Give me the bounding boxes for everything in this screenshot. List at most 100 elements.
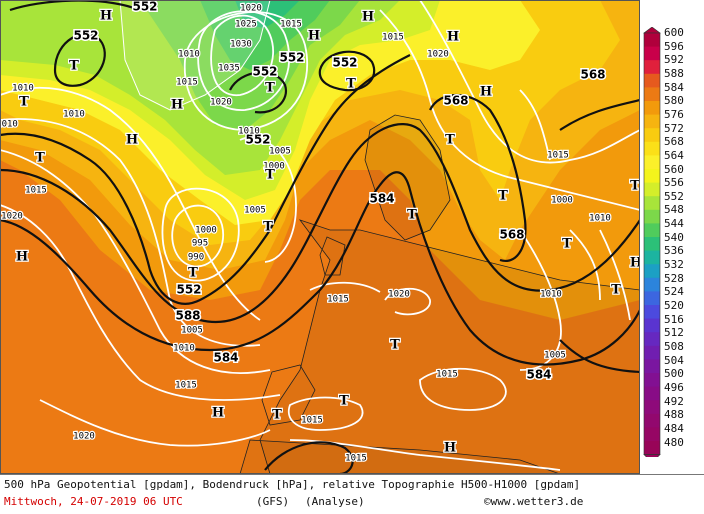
pressure-label: 1015	[327, 295, 349, 305]
isobars	[0, 0, 640, 471]
legend-label: 540	[664, 230, 684, 244]
low-pressure-center: T	[346, 77, 356, 92]
pressure-label: 1010	[173, 344, 195, 354]
geopotential-label: 568	[580, 68, 605, 82]
geopotential-label: 552	[245, 133, 270, 147]
legend-label: 484	[664, 421, 684, 435]
pressure-label: 1015	[382, 33, 404, 43]
low-pressure-center: T	[611, 283, 621, 298]
legend-swatch	[644, 60, 660, 75]
legend-outline	[643, 32, 661, 455]
chart-title: 500 hPa Geopotential [gpdam], Bodendruck…	[4, 478, 581, 491]
low-pressure-center: T	[69, 59, 79, 74]
legend-bar	[643, 27, 661, 457]
legend-swatch	[644, 141, 660, 156]
model-name: (GFS)	[256, 495, 290, 508]
legend-swatch	[644, 291, 660, 306]
pressure-label: 1010	[540, 290, 562, 300]
legend-label: 564	[664, 148, 684, 162]
pressure-label: 1020	[73, 432, 95, 442]
legend-label: 524	[664, 285, 684, 299]
pressure-label: 1015	[280, 20, 302, 30]
legend-label: 580	[664, 94, 684, 108]
legend-label: 528	[664, 271, 684, 285]
low-pressure-center: T	[272, 408, 282, 423]
low-pressure-center: T	[445, 133, 455, 148]
legend-label: 504	[664, 353, 684, 367]
pressure-label: 1005	[181, 326, 203, 336]
legend-swatch	[644, 277, 660, 292]
geopotential-label: 552	[279, 51, 304, 65]
high-pressure-center: H	[16, 250, 28, 265]
low-pressure-center: T	[265, 168, 275, 183]
legend-swatch	[644, 373, 660, 388]
legend-label: 584	[664, 80, 684, 94]
legend-swatch	[644, 73, 660, 88]
legend-label: 556	[664, 176, 684, 190]
legend-label: 572	[664, 121, 684, 135]
legend-swatch	[644, 128, 660, 143]
low-pressure-center: T	[265, 81, 275, 96]
pressure-label: 1020	[388, 290, 410, 300]
legend-label: 576	[664, 107, 684, 121]
legend-label: 480	[664, 435, 684, 449]
high-pressure-center: H	[171, 98, 183, 113]
low-pressure-center: T	[188, 266, 198, 281]
run-mode: (Analyse)	[305, 495, 365, 508]
pressure-label: 995	[192, 239, 208, 249]
pressure-label: 1010	[0, 120, 18, 130]
legend-swatch	[644, 196, 660, 211]
pressure-label: 1010	[178, 50, 200, 60]
legend-swatch	[644, 87, 660, 102]
pressure-label: 1025	[235, 20, 257, 30]
pressure-label: 1005	[244, 206, 266, 216]
pressure-label: 1015	[25, 186, 47, 196]
legend-swatch	[644, 264, 660, 279]
map-frame	[0, 0, 640, 474]
legend-label: 500	[664, 367, 684, 381]
pressure-label: 1010	[589, 214, 611, 224]
legend-swatch	[644, 427, 660, 442]
legend-label: 588	[664, 66, 684, 80]
legend-label: 508	[664, 339, 684, 353]
pressure-label: 1015	[547, 151, 569, 161]
legend-swatch	[644, 386, 660, 401]
scandinavia	[364, 114, 451, 241]
legend-label: 600	[664, 26, 684, 39]
legend-arrow-bottom	[643, 454, 661, 457]
legend-label: 548	[664, 203, 684, 217]
legend-label: 488	[664, 408, 684, 422]
legend-label: 544	[664, 217, 684, 231]
geopotential-label: 584	[213, 351, 238, 365]
legend-label: 492	[664, 394, 684, 408]
high-pressure-center: H	[100, 9, 112, 24]
iberia	[261, 364, 316, 426]
legend-label: 520	[664, 299, 684, 312]
low-pressure-center: T	[339, 394, 349, 409]
legend-swatch	[644, 400, 660, 415]
low-pressure-center: T	[498, 189, 508, 204]
pressure-label: 1000	[263, 162, 285, 172]
legend-swatch	[644, 182, 660, 197]
high-pressure-center: H	[444, 441, 456, 456]
pressure-label: 1020	[1, 212, 23, 222]
pressure-label: 1030	[230, 40, 252, 50]
high-pressure-center: H	[447, 30, 459, 45]
high-pressure-center: H	[308, 29, 320, 44]
caption-panel: 500 hPa Geopotential [gpdam], Bodendruck…	[0, 474, 704, 514]
pressure-label: 990	[188, 253, 204, 263]
high-pressure-center: H	[630, 256, 640, 271]
legend-swatch	[644, 46, 660, 61]
low-pressure-center: T	[390, 338, 400, 353]
legend-swatch	[644, 318, 660, 333]
copyright-link[interactable]: ©www.wetter3.de	[484, 495, 584, 508]
pressure-label: 1035	[218, 64, 240, 74]
geopotential-label: 552	[332, 56, 357, 70]
legend-label: 496	[664, 380, 684, 394]
legend-swatch	[644, 413, 660, 428]
legend-label: 568	[664, 135, 684, 149]
geopotential-label: 584	[369, 192, 394, 206]
